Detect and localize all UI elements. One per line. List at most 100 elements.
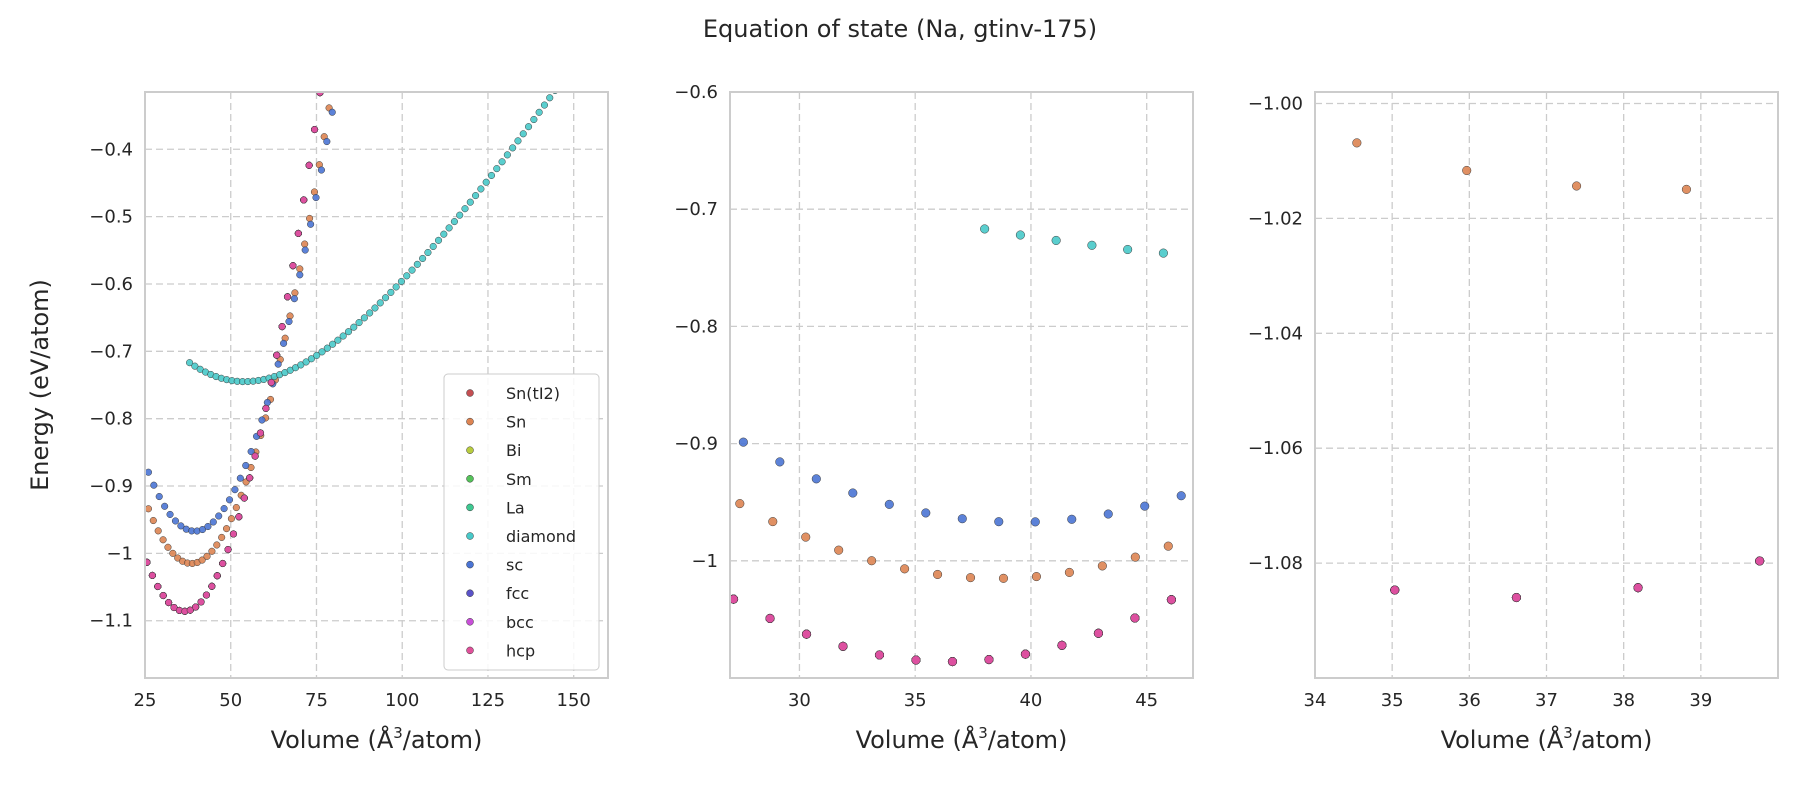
point-Sn bbox=[1681, 184, 1691, 194]
point-diamond bbox=[392, 283, 400, 291]
point-fcc bbox=[1204, 574, 1213, 583]
point-hcp bbox=[229, 530, 238, 538]
x-axis-label: Volume (Å3/atom) bbox=[1441, 724, 1653, 754]
x-tick-label: 35 bbox=[904, 690, 927, 711]
point-diamond bbox=[334, 336, 342, 344]
point-Sn bbox=[203, 552, 211, 560]
point-Sn bbox=[1792, 176, 1800, 185]
point-sc bbox=[215, 512, 223, 520]
point-diamond bbox=[371, 304, 379, 312]
point-hcp bbox=[240, 494, 248, 502]
point-diamond bbox=[573, 57, 580, 64]
y-tick-label: −0.6 bbox=[674, 82, 718, 103]
point-Sn bbox=[965, 573, 976, 583]
point-Sn bbox=[1031, 572, 1041, 582]
y-tick-label: −0.8 bbox=[674, 316, 718, 337]
legend-label: Bi bbox=[506, 441, 521, 460]
point-fcc bbox=[145, 546, 146, 549]
point-Sn bbox=[1462, 165, 1472, 176]
point-sc bbox=[285, 317, 293, 326]
point-diamond bbox=[323, 344, 331, 352]
point-diamond bbox=[339, 332, 347, 340]
point-sc bbox=[994, 517, 1004, 527]
point-sc bbox=[775, 457, 785, 467]
point-sc bbox=[225, 496, 234, 504]
point-diamond bbox=[403, 272, 411, 280]
point-Sn bbox=[164, 543, 172, 551]
x-tick-label: 35 bbox=[1381, 690, 1404, 711]
legend-label: bcc bbox=[506, 613, 534, 632]
point-hcp bbox=[256, 429, 265, 437]
panel-2: 30 35 40 45 −0.6 −0.7 −0.8 −0.9 −1 Volume (Å3/ato… bbox=[674, 82, 1213, 754]
legend-marker bbox=[466, 389, 474, 397]
point-Sn bbox=[867, 556, 877, 566]
point-hcp bbox=[273, 351, 281, 359]
point-diamond bbox=[382, 294, 390, 302]
point-sc bbox=[811, 474, 821, 484]
point-diamond bbox=[413, 260, 421, 268]
point-diamond bbox=[1087, 240, 1097, 250]
y-tick-label: −0.7 bbox=[674, 199, 718, 220]
point-sc bbox=[884, 499, 894, 509]
point-sc bbox=[236, 474, 244, 482]
point-hcp bbox=[1511, 592, 1521, 603]
point-diamond bbox=[503, 151, 511, 159]
point-Sn bbox=[1097, 561, 1107, 571]
plot-frame bbox=[1314, 91, 1779, 679]
y-tick-label: −1.02 bbox=[1248, 208, 1303, 229]
x-tick-label: 25 bbox=[134, 690, 157, 711]
point-diamond bbox=[456, 211, 464, 219]
point-diamond bbox=[434, 236, 443, 244]
point-hcp bbox=[1057, 640, 1067, 650]
point-sc bbox=[263, 398, 271, 407]
point-diamond bbox=[509, 144, 517, 152]
point-diamond bbox=[605, 12, 612, 19]
point-diamond bbox=[318, 348, 326, 356]
point-Sn(tI2) bbox=[145, 546, 146, 549]
point-diamond bbox=[429, 242, 437, 251]
point-hcp bbox=[154, 582, 162, 591]
point-diamond bbox=[498, 158, 506, 166]
x-axis-label: Volume (Å3/atom) bbox=[856, 724, 1068, 754]
point-hcp bbox=[224, 545, 232, 554]
point-hcp bbox=[289, 262, 297, 270]
point-diamond bbox=[297, 361, 305, 369]
point-Sn bbox=[154, 527, 162, 535]
point-diamond bbox=[1015, 230, 1025, 240]
point-Sm bbox=[1204, 574, 1213, 583]
y-tick-label: −1 bbox=[691, 551, 718, 572]
point-Sn bbox=[291, 289, 299, 297]
point-hcp bbox=[148, 571, 156, 579]
legend-label: Sn(tI2) bbox=[506, 384, 560, 403]
point-Sn bbox=[227, 515, 235, 523]
x-tick-label: 50 bbox=[219, 690, 242, 711]
y-tick-label: −0.9 bbox=[674, 434, 718, 455]
point-sc bbox=[198, 525, 207, 534]
point-Sn bbox=[232, 503, 240, 512]
x-tick-label: 100 bbox=[385, 690, 419, 711]
point-sc bbox=[209, 518, 217, 526]
point-sc bbox=[340, 48, 347, 55]
point-diamond bbox=[329, 340, 337, 348]
points bbox=[1352, 138, 1800, 603]
legend-marker bbox=[466, 417, 474, 426]
legend-label: Sn bbox=[506, 413, 526, 432]
legend-label: sc bbox=[506, 556, 523, 575]
point-Sn bbox=[1163, 541, 1173, 551]
point-Sn bbox=[145, 505, 152, 513]
point-diamond bbox=[302, 358, 310, 366]
point-sc bbox=[1140, 501, 1150, 511]
point-Sn bbox=[801, 532, 811, 542]
point-Sn bbox=[900, 564, 910, 574]
point-Sn bbox=[169, 549, 177, 557]
point-sc bbox=[345, 16, 352, 23]
point-diamond bbox=[1195, 252, 1204, 261]
point-Sn bbox=[223, 525, 231, 533]
point-hcp bbox=[730, 594, 739, 604]
x-tick-label: 150 bbox=[557, 690, 591, 711]
point-diamond bbox=[477, 185, 485, 193]
point-bcc bbox=[327, 12, 334, 19]
point-La bbox=[327, 12, 334, 19]
point-Sn bbox=[208, 547, 216, 555]
